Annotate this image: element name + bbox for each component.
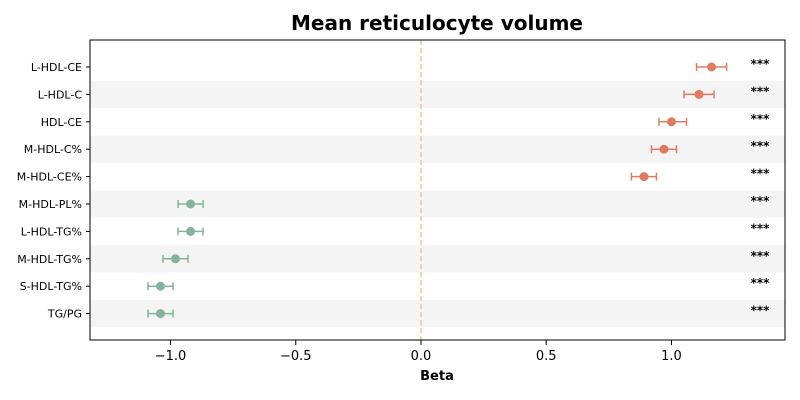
point-estimate	[659, 144, 669, 154]
significance-label: ***	[751, 84, 771, 98]
point-estimate	[707, 62, 717, 72]
significance-label: ***	[751, 221, 771, 235]
x-tick-label: −1.0	[155, 349, 187, 364]
x-axis-label: Beta	[420, 369, 454, 384]
y-tick-label: TG/PG	[47, 308, 82, 321]
significance-label: ***	[751, 57, 771, 71]
significance-label: ***	[751, 249, 771, 263]
data-marks: *** *** *** *** *** *** *** *** *** ***	[147, 57, 771, 319]
x-tick-label: −0.5	[280, 349, 312, 364]
significance-label: ***	[751, 276, 771, 290]
significance-label: ***	[751, 194, 771, 208]
point-estimate	[667, 117, 676, 127]
x-tick-label: 0.5	[536, 349, 557, 364]
point-estimate	[186, 199, 196, 209]
row-band	[90, 190, 785, 218]
y-axis: L-HDL-CE L-HDL-C HDL-CE M-HDL-C% M-HDL-CE% M-…	[17, 61, 90, 321]
point-estimate	[639, 172, 649, 182]
chart-title: Mean reticulocyte volume	[291, 11, 583, 35]
row-band	[90, 245, 785, 273]
row-band	[90, 299, 785, 328]
x-tick-label: 1.0	[661, 349, 682, 364]
significance-label: ***	[751, 304, 771, 318]
plot-frame	[89, 39, 786, 341]
row-band	[90, 135, 785, 163]
y-tick-label: M-HDL-C%	[24, 143, 82, 156]
point-estimate	[155, 309, 165, 319]
y-tick-label: HDL-CE	[41, 116, 82, 129]
x-tick-label: 0.0	[411, 349, 432, 364]
x-axis: −1.0 −0.5 0.0 0.5 1.0	[155, 340, 682, 364]
point-estimate	[155, 281, 165, 291]
y-tick-label: L-HDL-CE	[31, 61, 82, 74]
significance-label: ***	[751, 112, 771, 126]
point-estimate	[694, 89, 704, 99]
y-tick-label: M-HDL-PL%	[19, 198, 82, 211]
significance-label: ***	[751, 167, 771, 181]
point-estimate	[171, 254, 181, 264]
y-tick-label: S-HDL-TG%	[20, 280, 82, 293]
y-tick-label: M-HDL-TG%	[17, 253, 82, 266]
y-tick-label: L-HDL-C	[38, 88, 83, 101]
point-estimate	[186, 226, 196, 236]
y-tick-label: L-HDL-TG%	[21, 225, 82, 238]
significance-label: ***	[751, 139, 771, 153]
row-band	[90, 80, 785, 109]
y-tick-label: M-HDL-CE%	[17, 171, 82, 184]
